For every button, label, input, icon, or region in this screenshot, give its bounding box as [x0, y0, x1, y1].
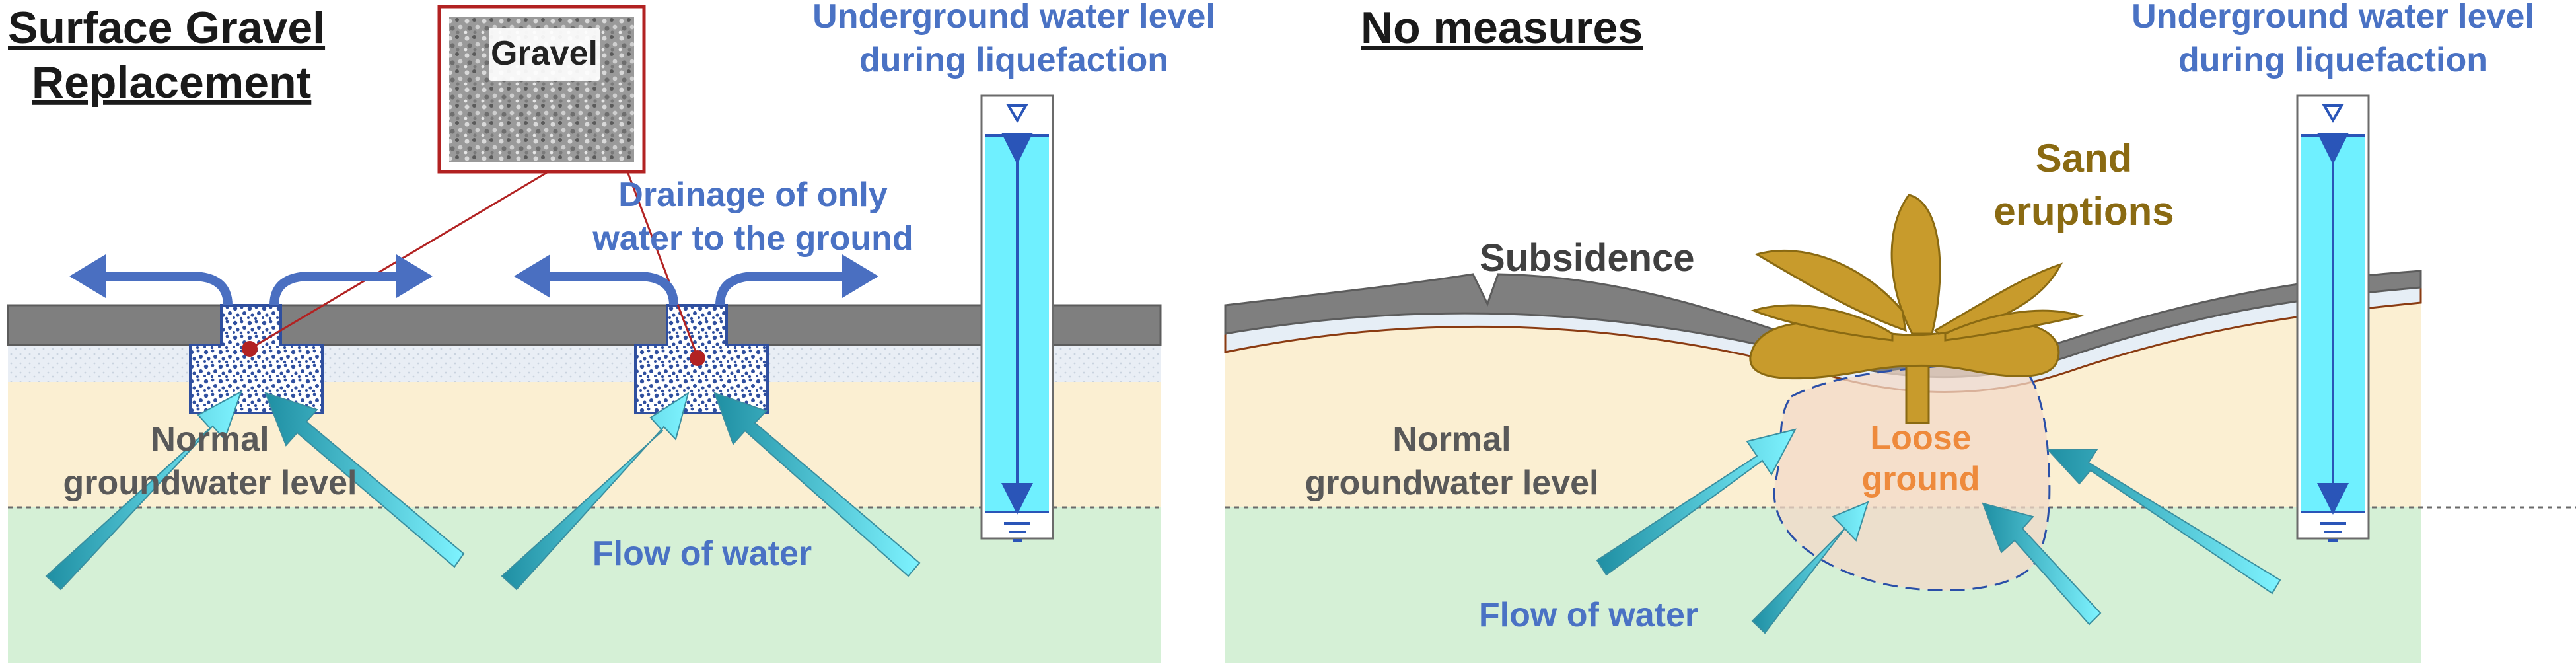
- sand-eruption-label-line1: Sand: [2036, 136, 2133, 180]
- flow-arrow-left-4: [713, 392, 921, 577]
- left-normal-label-line2: groundwater level: [63, 464, 357, 502]
- loose-ground-label-line1: Loose: [1870, 419, 1971, 457]
- left-flow-arrows: [45, 390, 921, 591]
- flow-arrow-left-2: [264, 392, 465, 568]
- left-normal-label-line1: Normal: [151, 420, 269, 459]
- sand-eruption: [1749, 194, 2085, 424]
- flow-arrow-left-3: [501, 391, 690, 591]
- left-panel: Gravel: [7, 0, 1215, 663]
- left-flow-label: Flow of water: [592, 535, 812, 573]
- gravel-point-1: [242, 341, 258, 357]
- left-water-level-markers: [985, 104, 1049, 542]
- drainage-label-line1: Drainage of only: [618, 176, 887, 214]
- gravel-column-1: [189, 304, 324, 414]
- right-flow-arrows: [1596, 428, 2281, 634]
- loose-ground-label-line2: ground: [1861, 460, 1980, 498]
- drainage-label-line2: water to the ground: [592, 219, 913, 258]
- flow-arrow-left-1: [45, 390, 242, 591]
- right-flow-label: Flow of water: [1479, 596, 1698, 634]
- gravel-inset-label: Gravel: [491, 34, 598, 73]
- flow-arrow-right-3: [1982, 502, 2102, 626]
- right-water-level-markers: [2301, 104, 2365, 542]
- gravel-point-2: [690, 350, 705, 366]
- drainage-arrows: [99, 272, 845, 306]
- gravel-inset-label-bg: [489, 28, 600, 81]
- right-normal-label-line2: groundwater level: [1305, 464, 1599, 502]
- sand-eruption-label-line2: eruptions: [1993, 189, 2174, 233]
- left-pavement: [7, 304, 1162, 346]
- inset-connector-2: [626, 171, 699, 357]
- right-water-level-line1: Underground water level: [2131, 0, 2534, 36]
- flow-arrow-right-1: [1596, 428, 1797, 576]
- left-water-level-line1: Underground water level: [812, 0, 1215, 36]
- right-water-level-line2: during liquefaction: [2178, 41, 2487, 79]
- flow-arrow-right-2: [1751, 501, 1869, 634]
- subsidence-label: Subsidence: [1480, 237, 1695, 279]
- right-normal-label-line1: Normal: [1392, 420, 1511, 459]
- right-panel: No measures Underground water level duri…: [1224, 0, 2576, 663]
- left-groundwater-zone: [8, 507, 1161, 663]
- left-title-line2: Replacement: [32, 57, 311, 108]
- right-title: No measures: [1361, 3, 1643, 53]
- drainage-arrowheads: [69, 254, 878, 298]
- flow-arrow-right-4: [2046, 449, 2281, 595]
- left-title-line1: Surface Gravel: [8, 3, 325, 53]
- left-water-level-line2: during liquefaction: [859, 41, 1168, 79]
